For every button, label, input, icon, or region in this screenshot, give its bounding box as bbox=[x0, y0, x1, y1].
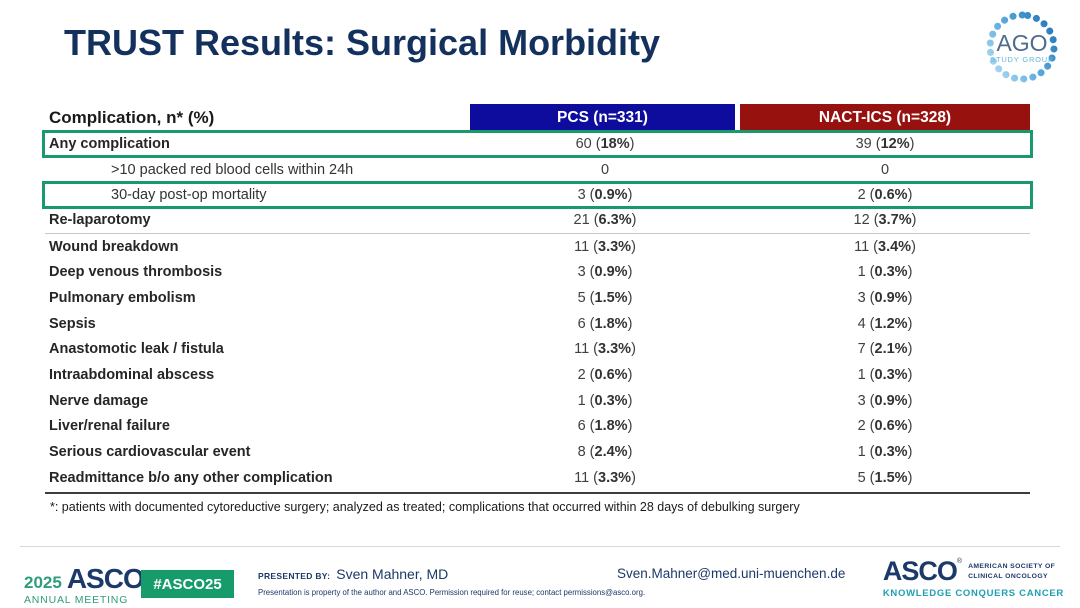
table-row: Serious cardiovascular event 8 (2.4%) 1 (0… bbox=[45, 439, 1030, 465]
nact-value: 1 (0.3%) bbox=[857, 367, 913, 384]
nact-value: 39 (12%) bbox=[855, 135, 915, 152]
complication-label: >10 packed red blood cells within 24h bbox=[111, 161, 354, 178]
pcs-value: 21 (6.3%) bbox=[573, 212, 637, 229]
table-row: Anastomotic leak / fistula 11 (3.3%) 7 (2.… bbox=[45, 337, 1030, 363]
table-row: Sepsis 6 (1.8%) 4 (1.2%) bbox=[45, 311, 1030, 337]
pcs-value: 11 (3.3%) bbox=[574, 469, 636, 486]
pcs-value: 60 (18%) bbox=[575, 135, 635, 152]
nact-value: 1 (0.3%) bbox=[857, 264, 913, 281]
nact-value: 5 (1.5%) bbox=[857, 469, 913, 486]
table-row: Deep venous thrombosis 3 (0.9%) 1 (0.3%) bbox=[45, 259, 1030, 285]
table-row: Nerve damage 1 (0.3%) 3 (0.9%) bbox=[45, 388, 1030, 414]
complication-label: Deep venous thrombosis bbox=[49, 264, 223, 281]
pcs-value: 2 (0.6%) bbox=[577, 367, 633, 384]
asco-wordmark: ASCO bbox=[882, 556, 958, 586]
hashtag-badge: #ASCO25 bbox=[141, 570, 234, 598]
complication-label: Sepsis bbox=[49, 315, 96, 332]
asco-tagline: KNOWLEDGE CONQUERS CANCER bbox=[882, 588, 1064, 599]
pcs-value: 5 (1.5%) bbox=[577, 289, 633, 306]
nact-value: 1 (0.3%) bbox=[857, 444, 913, 461]
nact-value: 7 (2.1%) bbox=[857, 341, 913, 358]
table-row: Pulmonary embolism 5 (1.5%) 3 (0.9%) bbox=[45, 285, 1030, 311]
table-row: Liver/renal failure 6 (1.8%) 2 (0.6%) bbox=[45, 414, 1030, 440]
complication-label: Readmittance b/o any other complication bbox=[49, 469, 333, 486]
complication-label: Serious cardiovascular event bbox=[49, 444, 251, 461]
meeting-asco-wordmark: ASCO bbox=[66, 563, 145, 594]
pcs-value: 8 (2.4%) bbox=[577, 444, 633, 461]
table-row: Wound breakdown 11 (3.3%) 11 (3.4%) bbox=[45, 234, 1030, 260]
complication-label: Anastomotic leak / fistula bbox=[49, 341, 224, 358]
table-row: Intraabdominal abscess 2 (0.6%) 1 (0.3%) bbox=[45, 362, 1030, 388]
complication-label: Nerve damage bbox=[49, 392, 149, 409]
pcs-value: 0 bbox=[600, 161, 610, 178]
presented-by-block: PRESENTED BY: Sven Mahner, MD Presentati… bbox=[258, 566, 645, 597]
complication-label: Pulmonary embolism bbox=[49, 289, 196, 306]
asco-society-line2: CLINICAL ONCOLOGY bbox=[968, 572, 1048, 580]
pcs-value: 6 (1.8%) bbox=[577, 315, 633, 332]
table-row: Re-laparotomy 21 (6.3%) 12 (3.7%) bbox=[45, 208, 1030, 234]
complications-table: Complication, n* (%) PCS (n=331) NACT-IC… bbox=[42, 104, 1033, 494]
table-row: 30-day post-op mortality 3 (0.9%) 2 (0.6%) bbox=[42, 181, 1033, 209]
nact-value: 2 (0.6%) bbox=[857, 187, 913, 204]
complication-label: Intraabdominal abscess bbox=[49, 367, 215, 384]
footnote: *: patients with documented cytoreductiv… bbox=[50, 500, 800, 514]
asco-society-logo: ASCO® AMERICAN SOCIETY OF CLINICAL ONCOL… bbox=[882, 556, 1064, 600]
presented-by-label: PRESENTED BY: bbox=[258, 571, 331, 581]
footer-divider bbox=[20, 546, 1060, 547]
table-row: Readmittance b/o any other complication 1… bbox=[45, 465, 1030, 491]
nact-value: 2 (0.6%) bbox=[857, 418, 913, 435]
complication-label: Wound breakdown bbox=[49, 238, 179, 255]
pcs-value: 3 (0.9%) bbox=[577, 187, 633, 204]
complication-label: Re-laparotomy bbox=[49, 212, 151, 229]
complication-label: 30-day post-op mortality bbox=[111, 187, 267, 204]
complication-label: Liver/renal failure bbox=[49, 418, 170, 435]
slide-title: TRUST Results: Surgical Morbidity bbox=[64, 22, 661, 63]
nact-value: 3 (0.9%) bbox=[857, 392, 913, 409]
presenter-name: Sven Mahner, MD bbox=[336, 566, 449, 582]
table-body: Any complication 60 (18%) 39 (12%) >10 pack… bbox=[42, 130, 1033, 491]
meeting-year: 2025 bbox=[24, 573, 62, 592]
table-bottom-border bbox=[45, 491, 1030, 494]
nact-ics-column-header: NACT-ICS (n=328) bbox=[740, 104, 1030, 131]
pcs-value: 11 (3.3%) bbox=[574, 341, 636, 358]
pcs-column-header: PCS (n=331) bbox=[470, 104, 735, 131]
complication-column-header: Complication, n* (%) bbox=[49, 107, 215, 127]
asco-annual-meeting-logo: 2025 ASCO ANNUAL MEETING bbox=[24, 563, 145, 606]
registered-mark-icon: ® bbox=[956, 558, 963, 565]
ago-dotted-circle-icon: AGO STUDY GROUP bbox=[986, 11, 1058, 83]
table-row: >10 packed red blood cells within 24h 0 0 bbox=[45, 157, 1030, 183]
nact-value: 4 (1.2%) bbox=[857, 315, 913, 332]
presenter-email: Sven.Mahner@med.uni-muenchen.de bbox=[617, 566, 846, 581]
table-header-row: Complication, n* (%) PCS (n=331) NACT-IC… bbox=[45, 104, 1030, 131]
nact-value: 11 (3.4%) bbox=[854, 238, 916, 255]
ago-logo-subtitle: STUDY GROUP bbox=[990, 55, 1054, 64]
table-row: Any complication 60 (18%) 39 (12%) bbox=[42, 130, 1033, 158]
pcs-value: 1 (0.3%) bbox=[577, 392, 633, 409]
copyright-disclaimer: Presentation is property of the author a… bbox=[258, 588, 646, 597]
ago-study-group-logo: AGO STUDY GROUP bbox=[980, 6, 1064, 90]
ago-logo-text: AGO bbox=[996, 30, 1047, 56]
pcs-value: 11 (3.3%) bbox=[574, 238, 636, 255]
nact-value: 12 (3.7%) bbox=[853, 212, 917, 229]
nact-value: 0 bbox=[880, 161, 890, 178]
pcs-value: 6 (1.8%) bbox=[577, 418, 633, 435]
complication-label: Any complication bbox=[49, 135, 170, 152]
meeting-subtitle: ANNUAL MEETING bbox=[24, 594, 129, 606]
nact-value: 3 (0.9%) bbox=[857, 289, 913, 306]
pcs-value: 3 (0.9%) bbox=[577, 264, 633, 281]
asco-society-line1: AMERICAN SOCIETY OF bbox=[968, 562, 1056, 570]
